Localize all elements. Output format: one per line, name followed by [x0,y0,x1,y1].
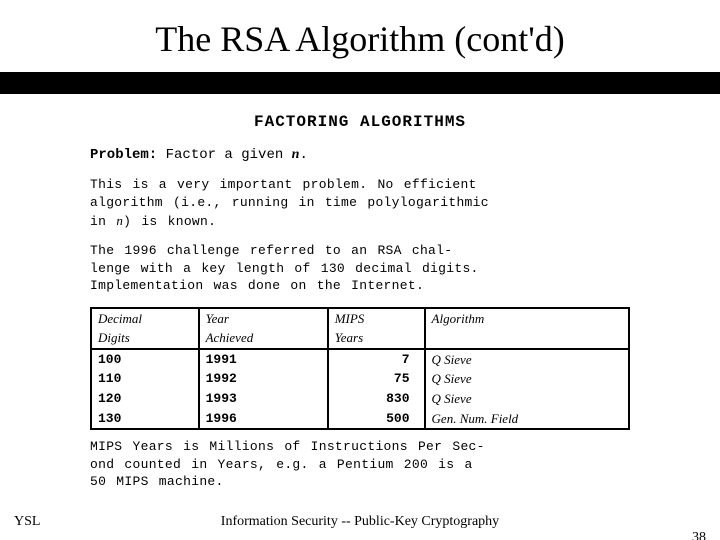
p1-line1: This is a very important problem. No eff… [90,177,477,192]
cell-year: 1991 [199,349,328,370]
th-mips-2: Years [328,328,425,349]
cell-alg: Gen. Num. Field [425,409,629,430]
mips-note: MIPS Years is Millions of Instructions P… [90,438,630,491]
th-year-2: Achieved [199,328,328,349]
p2-line1: The 1996 challenge referred to an RSA ch… [90,243,452,258]
problem-period: . [299,147,307,163]
cell-alg: Q Sieve [425,369,629,389]
cell-alg: Q Sieve [425,389,629,409]
th-digits-1: Decimal [91,308,199,329]
table-row: 130 1996 500 Gen. Num. Field [91,409,629,430]
table-row: 100 1991 7 Q Sieve [91,349,629,370]
table-row: 110 1992 75 Q Sieve [91,369,629,389]
cell-mips: 830 [328,389,425,409]
problem-statement: Problem: Factor a given n. [90,146,630,165]
paragraph-1: This is a very important problem. No eff… [90,176,630,230]
th-digits-2: Digits [91,328,199,349]
footer-left: YSL [14,514,40,530]
note-line3: 50 MIPS machine. [90,474,224,489]
p1-line2: algorithm (i.e., running in time polylog… [90,195,489,210]
footer: YSL Information Security -- Public-Key C… [0,514,720,530]
table-header-row-1: Decimal Year MIPS Algorithm [91,308,629,329]
footer-right: 38 [692,530,706,540]
factoring-table: Decimal Year MIPS Algorithm Digits Achie… [90,307,630,430]
slide-title: The RSA Algorithm (cont'd) [0,0,720,72]
p1-line3a: in [90,214,116,229]
cell-digits: 130 [91,409,199,430]
footer-center: Information Security -- Public-Key Crypt… [0,514,720,530]
table-row: 120 1993 830 Q Sieve [91,389,629,409]
p2-line3: Implementation was done on the Internet. [90,278,424,293]
cell-digits: 110 [91,369,199,389]
th-alg-1: Algorithm [425,308,629,329]
cell-year: 1993 [199,389,328,409]
content-area: FACTORING ALGORITHMS Problem: Factor a g… [0,94,720,491]
cell-alg: Q Sieve [425,349,629,370]
table-header-row-2: Digits Achieved Years [91,328,629,349]
problem-label: Problem: [90,147,157,163]
table-body: 100 1991 7 Q Sieve 110 1992 75 Q Sieve 1… [91,349,629,429]
note-line1: MIPS Years is Millions of Instructions P… [90,439,485,454]
slide: The RSA Algorithm (cont'd) FACTORING ALG… [0,0,720,540]
note-line2: ond counted in Years, e.g. a Pentium 200… [90,457,473,472]
cell-digits: 120 [91,389,199,409]
cell-year: 1992 [199,369,328,389]
p1-line3b: ) is known. [123,214,216,229]
cell-mips: 7 [328,349,425,370]
cell-mips: 500 [328,409,425,430]
cell-year: 1996 [199,409,328,430]
th-year-1: Year [199,308,328,329]
divider-bar [0,72,720,94]
p2-line2: lenge with a key length of 130 decimal d… [90,261,479,276]
cell-digits: 100 [91,349,199,370]
th-alg-2 [425,328,629,349]
cell-mips: 75 [328,369,425,389]
th-mips-1: MIPS [328,308,425,329]
section-heading: FACTORING ALGORITHMS [90,112,630,134]
problem-text: Factor a given [166,147,292,163]
paragraph-2: The 1996 challenge referred to an RSA ch… [90,242,630,295]
